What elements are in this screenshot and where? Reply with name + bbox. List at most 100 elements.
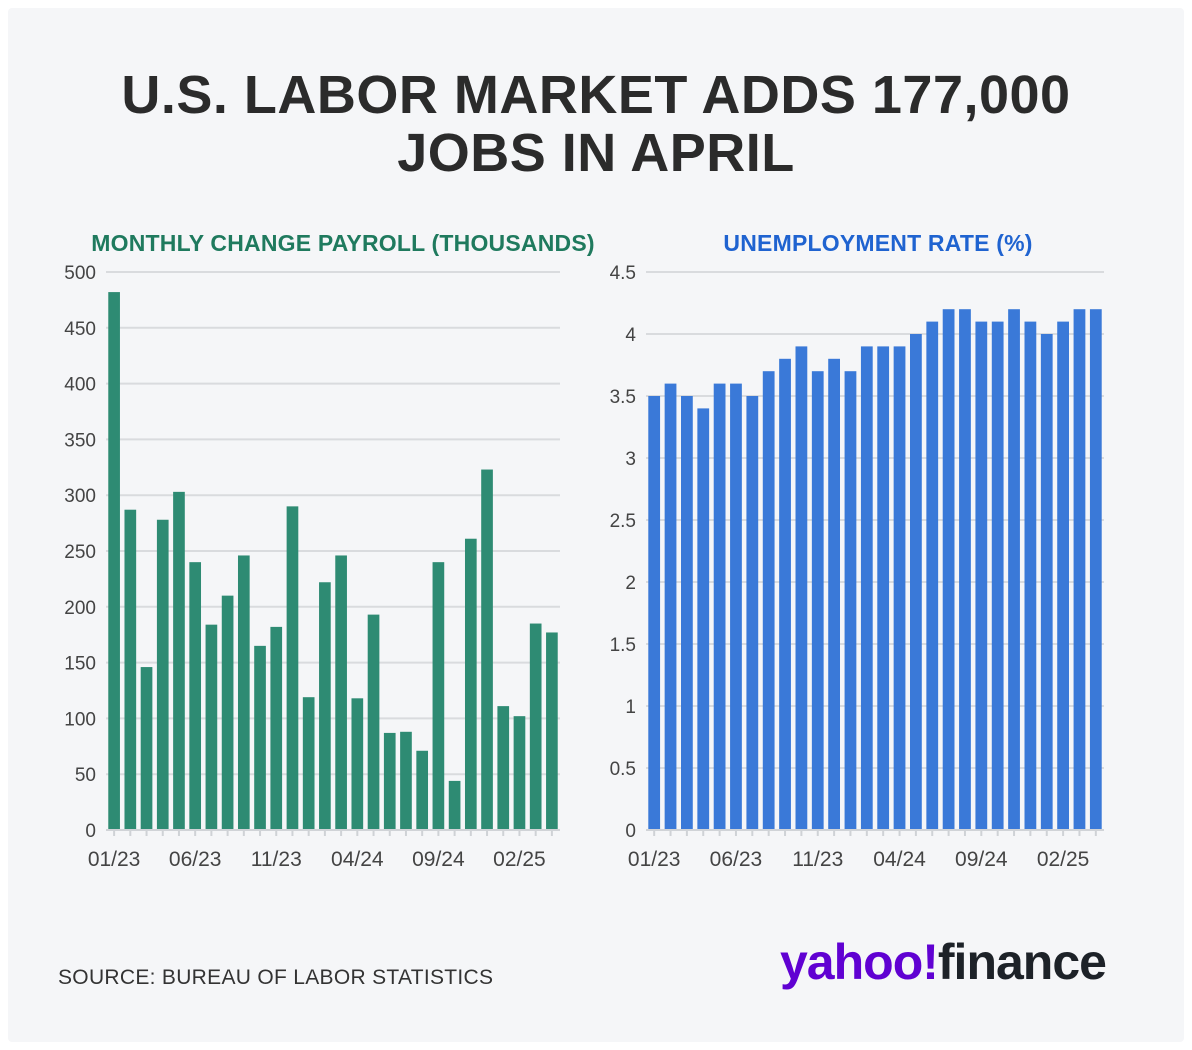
unemployment-x-tick-label: 01/23 [628,848,681,871]
unemployment-bar [664,383,677,830]
unemployment-y-tick-label: 1.5 [610,635,636,656]
unemployment-bar [746,396,759,830]
payroll-x-tick-label: 09/24 [412,848,465,871]
payroll-y-tick-label: 150 [64,654,96,675]
payroll-bar [319,582,331,830]
payroll-x-tick-label: 01/23 [88,848,141,871]
unemployment-bar [795,346,808,830]
unemployment-x-tick-label: 02/25 [1037,848,1090,871]
unemployment-bar [860,346,873,830]
payroll-y-tick-label: 500 [64,263,96,284]
infographic-card: U.S. LABOR MARKET ADDS 177,000 JOBS IN A… [8,8,1184,1042]
unemployment-bar [779,358,791,830]
payroll-bar [335,555,347,830]
payroll-bar [124,509,137,830]
unemployment-bar [713,383,726,830]
payroll-bar [140,667,153,830]
payroll-x-tick-label: 11/23 [251,848,302,871]
payroll-bar [205,624,218,830]
unemployment-y-tick-label: 3.5 [610,387,636,408]
headline: U.S. LABOR MARKET ADDS 177,000 JOBS IN A… [8,66,1184,182]
payroll-y-tick-label: 300 [64,486,96,507]
unemployment-y-tick-label: 4 [625,325,636,346]
payroll-bar [221,595,234,830]
unemployment-x-tick-label: 09/24 [955,848,1008,871]
unemployment-bar [877,346,890,830]
unemployment-bar [681,396,693,830]
payroll-bar [254,645,266,830]
unemployment-chart: 0 0.5 1 1.5 2 2.5 3 3.5 4 4.5 01/23 06/23 11/23 04/24… [610,263,1104,871]
unemployment-bar [730,383,742,830]
unemployment-bar [648,396,661,830]
unemployment-bar [811,371,824,830]
unemployment-y-tick-label: 2.5 [610,511,636,532]
payroll-y-tick-label: 350 [64,430,96,451]
payroll-y-tick-label: 50 [75,765,96,786]
headline-line-1: U.S. LABOR MARKET ADDS 177,000 [121,65,1071,125]
payroll-x-tick-label: 02/25 [493,848,546,871]
payroll-bar [173,491,185,830]
unemployment-y-tick-label: 0.5 [610,759,636,780]
payroll-y-tick-label: 250 [64,542,96,563]
payroll-bar [497,706,510,830]
unemployment-bar [893,346,906,830]
unemployment-y-tick-label: 2 [625,573,636,594]
logo-finance: finance [937,934,1107,990]
unemployment-bar [926,321,939,830]
unemployment-y-tick-label: 1 [625,697,636,718]
logo-bang: ! [922,934,939,990]
unemployment-y-tick-label: 0 [625,821,636,842]
payroll-bar [237,555,250,830]
unemployment-bar [762,371,775,830]
unemployment-bar [1057,321,1069,830]
payroll-bar [189,562,202,830]
payroll-bar [351,698,364,830]
payroll-y-tick-label: 200 [64,598,96,619]
payroll-chart-title: MONTHLY CHANGE PAYROLL (THOUSANDS) [91,230,595,256]
unemployment-x-tick-label: 06/23 [710,848,763,871]
unemployment-bar [1089,309,1102,830]
unemployment-bar [910,334,922,830]
unemployment-bar [1008,309,1020,830]
unemployment-bar [697,408,710,830]
payroll-bar [432,562,445,830]
unemployment-bar [828,358,840,830]
payroll-y-tick-label: 0 [85,821,96,842]
payroll-bar [156,519,169,830]
payroll-bar [302,697,315,830]
payroll-bar [400,731,412,830]
payroll-bar [367,614,380,830]
unemployment-bar [844,371,857,830]
payroll-bar [513,716,526,830]
payroll-bar [481,469,493,830]
unemployment-chart-title: UNEMPLOYMENT RATE (%) [723,230,1033,256]
payroll-x-tick-label: 04/24 [331,848,384,871]
payroll-bar [383,732,396,830]
unemployment-x-tick-label: 04/24 [873,848,926,871]
unemployment-y-tick-label: 4.5 [610,263,636,284]
payroll-x-tick-label: 06/23 [169,848,222,871]
payroll-y-tick-label: 100 [64,709,96,730]
payroll-bar [529,623,542,830]
payroll-bar [416,750,429,830]
unemployment-bar [975,321,988,830]
yahoo-finance-logo: yahoo!finance [780,933,1107,991]
unemployment-bar [942,309,955,830]
payroll-y-tick-label: 400 [64,375,96,396]
headline-line-2: JOBS IN APRIL [397,123,795,183]
source-note: SOURCE: BUREAU OF LABOR STATISTICS [58,966,494,989]
payroll-bar [108,292,120,830]
logo-yahoo: yahoo [780,934,923,990]
payroll-y-tick-label: 450 [64,319,96,340]
payroll-bar [270,626,283,830]
unemployment-bar [959,309,971,830]
unemployment-x-tick-label: 11/23 [792,848,843,871]
unemployment-bar [1073,309,1086,830]
payroll-bar [546,632,558,830]
unemployment-y-tick-label: 3 [625,449,636,470]
payroll-bar [464,538,477,830]
unemployment-bar [1024,321,1037,830]
payroll-bar [286,506,299,830]
payroll-chart: 0 50 100 150 200 250 300 350 400 450 500 01/23 06/23… [64,263,560,871]
unemployment-bar [1040,334,1053,830]
